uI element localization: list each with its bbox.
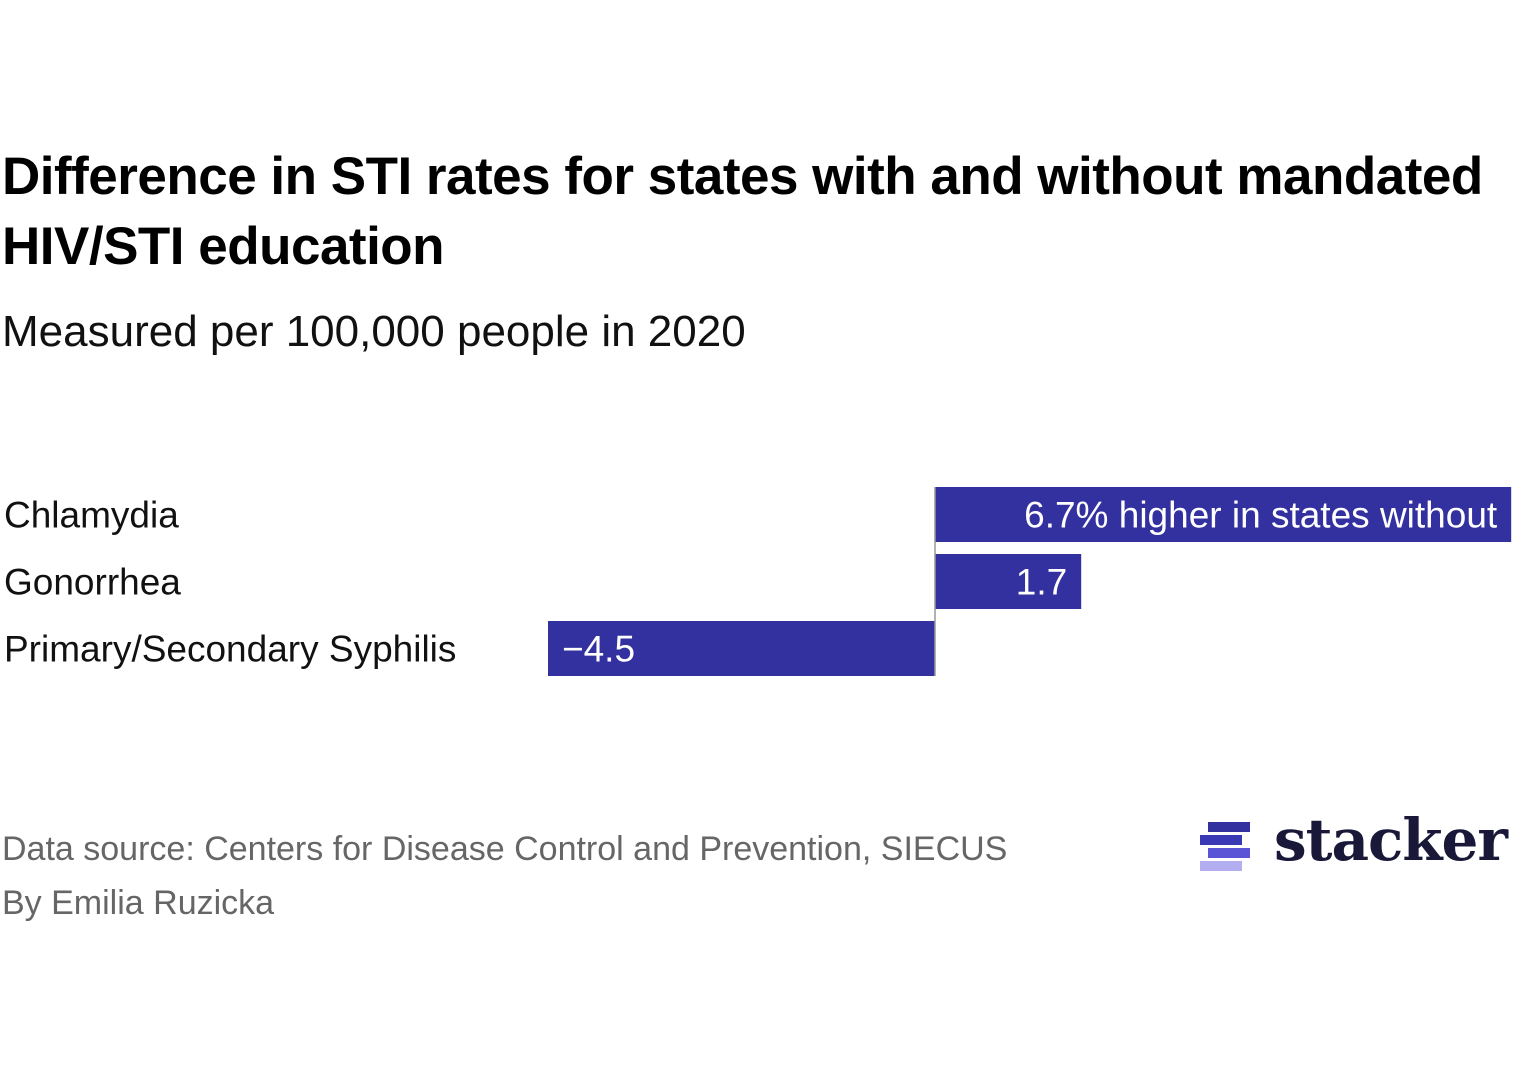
data-label: −4.5	[562, 629, 635, 670]
byline: By Emilia Ruzicka	[2, 884, 275, 922]
data-label: 1.7	[1016, 562, 1067, 603]
data-label: 6.7% higher in states without	[1024, 495, 1498, 536]
logo-bar	[1208, 848, 1250, 858]
category-label: Primary/Secondary Syphilis	[4, 629, 456, 670]
category-label: Gonorrhea	[4, 562, 181, 603]
chart-title: Difference in STI rates for states with …	[2, 147, 1483, 276]
data-source: Data source: Centers for Disease Control…	[2, 830, 1008, 868]
chart-subtitle: Measured per 100,000 people in 2020	[2, 307, 746, 356]
bar-chart: Chlamydia 6.7% higher in states without Go…	[4, 487, 1512, 676]
logo-bar	[1200, 835, 1242, 845]
logo-bar	[1208, 822, 1250, 832]
logo-wordmark: stacker	[1274, 806, 1508, 874]
stacker-logo: stacker	[1198, 806, 1514, 876]
category-label: Chlamydia	[4, 495, 179, 536]
logo-bar	[1200, 861, 1242, 871]
bar	[548, 621, 935, 676]
bar	[935, 554, 1082, 609]
bar	[935, 487, 1512, 542]
